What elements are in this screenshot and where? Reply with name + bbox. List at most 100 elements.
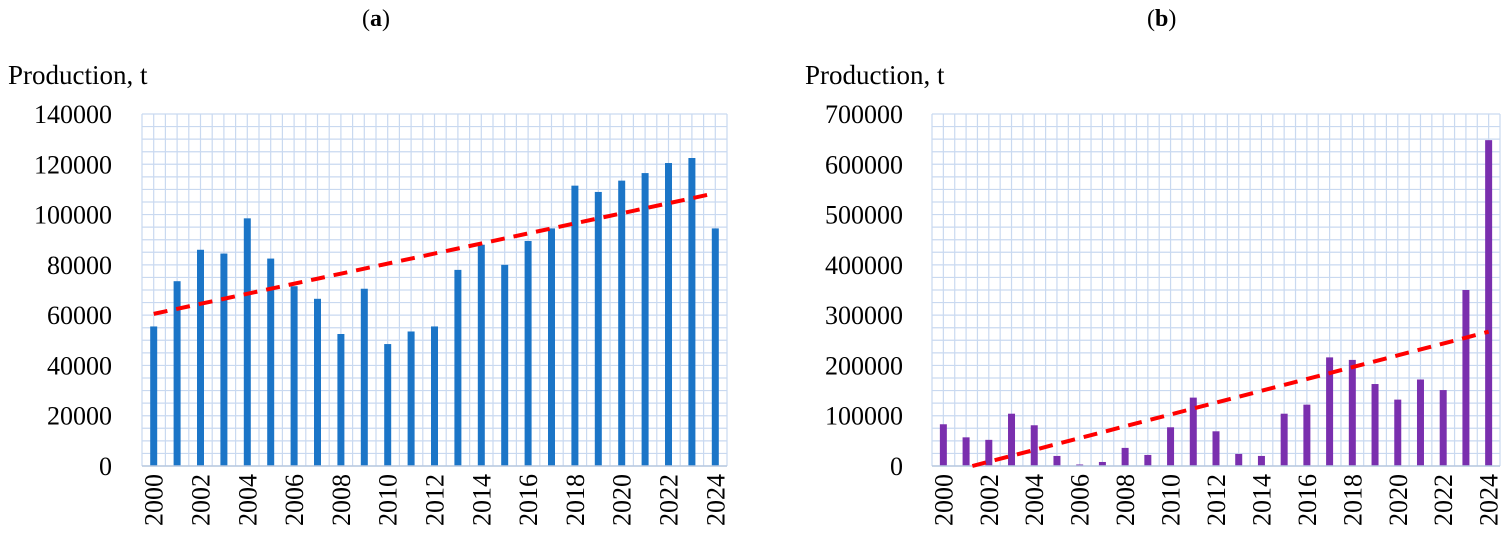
x-tick-label: 2004 (1020, 474, 1049, 526)
x-tick-label: 2016 (514, 474, 543, 526)
bar-2007 (1098, 461, 1106, 466)
bar-2001 (962, 437, 970, 466)
label-letter: a (370, 6, 382, 32)
bar-2023 (1462, 290, 1470, 466)
bar-2011 (1189, 397, 1197, 466)
x-tick-label: 2010 (374, 474, 403, 526)
bar-2020 (618, 180, 626, 466)
bar-2024 (711, 228, 719, 466)
bar-2016 (524, 240, 532, 466)
bar-2004 (1030, 425, 1038, 466)
bar-2012 (1212, 431, 1220, 466)
chart-a: 0 20000 40000 60000 80000 100000 120000 140000 2… (34, 100, 730, 526)
x-tick-label: 2002 (975, 474, 1004, 526)
chart-b: 0 100000 200000 300000 400000 500000 600000 700… (825, 100, 1504, 526)
bar-2009 (1144, 454, 1152, 466)
y-tick-label: 140000 (34, 100, 112, 129)
bar-2005 (1053, 455, 1061, 466)
x-tick-label: 2010 (1157, 474, 1186, 526)
bar-2009 (360, 288, 368, 466)
bar-2008 (337, 334, 345, 466)
bar-2000 (939, 424, 947, 466)
bar-2002 (197, 249, 204, 466)
x-tick-label: 2000 (140, 474, 169, 526)
y-tick-label: 500000 (825, 201, 903, 230)
bar-2022 (665, 163, 672, 466)
trendline (153, 191, 716, 316)
x-tick-label: 2012 (421, 474, 450, 526)
x-tick-label: 2000 (929, 474, 958, 526)
x-tick-label: 2024 (1475, 474, 1504, 526)
bar-2014 (477, 244, 485, 466)
y-tick-label: 80000 (47, 251, 112, 280)
x-tick-label: 2014 (1247, 474, 1276, 526)
y-tick-label: 0 (99, 452, 112, 481)
bar-2019 (594, 191, 602, 466)
bar-2014 (1257, 455, 1265, 466)
bar-2012 (431, 326, 438, 466)
y-axis-label-b: Production, t (805, 60, 945, 90)
x-tick-label: 2022 (655, 474, 684, 526)
y-tick-label: 40000 (47, 351, 112, 380)
y-tick-label: 60000 (47, 301, 112, 330)
x-tick-label: 2014 (467, 474, 496, 526)
y-tick-label: 200000 (825, 351, 903, 380)
x-tick-label: 2002 (187, 474, 216, 526)
bar-2023 (688, 158, 696, 466)
bar-2003 (220, 253, 228, 466)
bar-2015 (501, 264, 509, 466)
y-tick-label: 300000 (825, 301, 903, 330)
bar-2000 (150, 326, 158, 466)
bar-2011 (407, 331, 415, 466)
panel-label-b: (b) (1147, 6, 1176, 33)
bar-2006 (1076, 464, 1084, 466)
bar-2013 (1235, 453, 1243, 466)
bar-2017 (1326, 357, 1334, 466)
bar-2013 (454, 269, 462, 466)
y-tick-label: 600000 (825, 150, 903, 179)
bar-2001 (173, 281, 181, 466)
bar-2018 (1348, 359, 1356, 466)
x-tick-label: 2004 (233, 474, 262, 526)
bar-2010 (384, 344, 392, 466)
bar-2002 (985, 439, 993, 466)
bar-2019 (1371, 384, 1379, 466)
x-tick-label: 2008 (1111, 474, 1140, 526)
x-tick-label: 2020 (1384, 474, 1413, 526)
y-tick-label: 700000 (825, 100, 903, 129)
bar-2005 (267, 258, 275, 466)
y-tick-label: 100000 (34, 201, 112, 230)
bar-2021 (641, 173, 649, 467)
bar-2021 (1416, 379, 1424, 466)
bar-2020 (1394, 399, 1402, 466)
bar-2018 (571, 185, 579, 466)
label-letter: b (1155, 6, 1169, 32)
bar-2008 (1121, 447, 1129, 466)
bar-2003 (1008, 413, 1016, 466)
bar-2015 (1280, 413, 1288, 466)
panel-label-a: (a) (362, 6, 390, 33)
x-tick-label: 2020 (608, 474, 637, 526)
y-axis-label-a: Production, t (8, 60, 148, 90)
bar-2022 (1439, 390, 1447, 466)
bar-2004 (243, 218, 251, 466)
bar-2010 (1167, 427, 1175, 466)
bar-2024 (1485, 140, 1493, 467)
x-tick-label: 2008 (327, 474, 356, 526)
x-tick-label: 2018 (1338, 474, 1367, 526)
x-tick-label: 2012 (1202, 474, 1231, 526)
x-tick-label: 2006 (280, 474, 309, 526)
x-tick-label: 2016 (1293, 474, 1322, 526)
label-open-paren: ( (362, 6, 370, 32)
y-tick-label: 100000 (825, 402, 903, 431)
y-tick-label: 0 (890, 452, 903, 481)
y-tick-label: 400000 (825, 251, 903, 280)
trendline (971, 329, 1490, 468)
x-tick-label: 2022 (1429, 474, 1458, 526)
x-tick-label: 2018 (561, 474, 590, 526)
bar-2006 (290, 286, 298, 466)
grid (931, 113, 1501, 467)
bar-2016 (1303, 404, 1311, 466)
label-open-paren: ( (1147, 6, 1155, 32)
